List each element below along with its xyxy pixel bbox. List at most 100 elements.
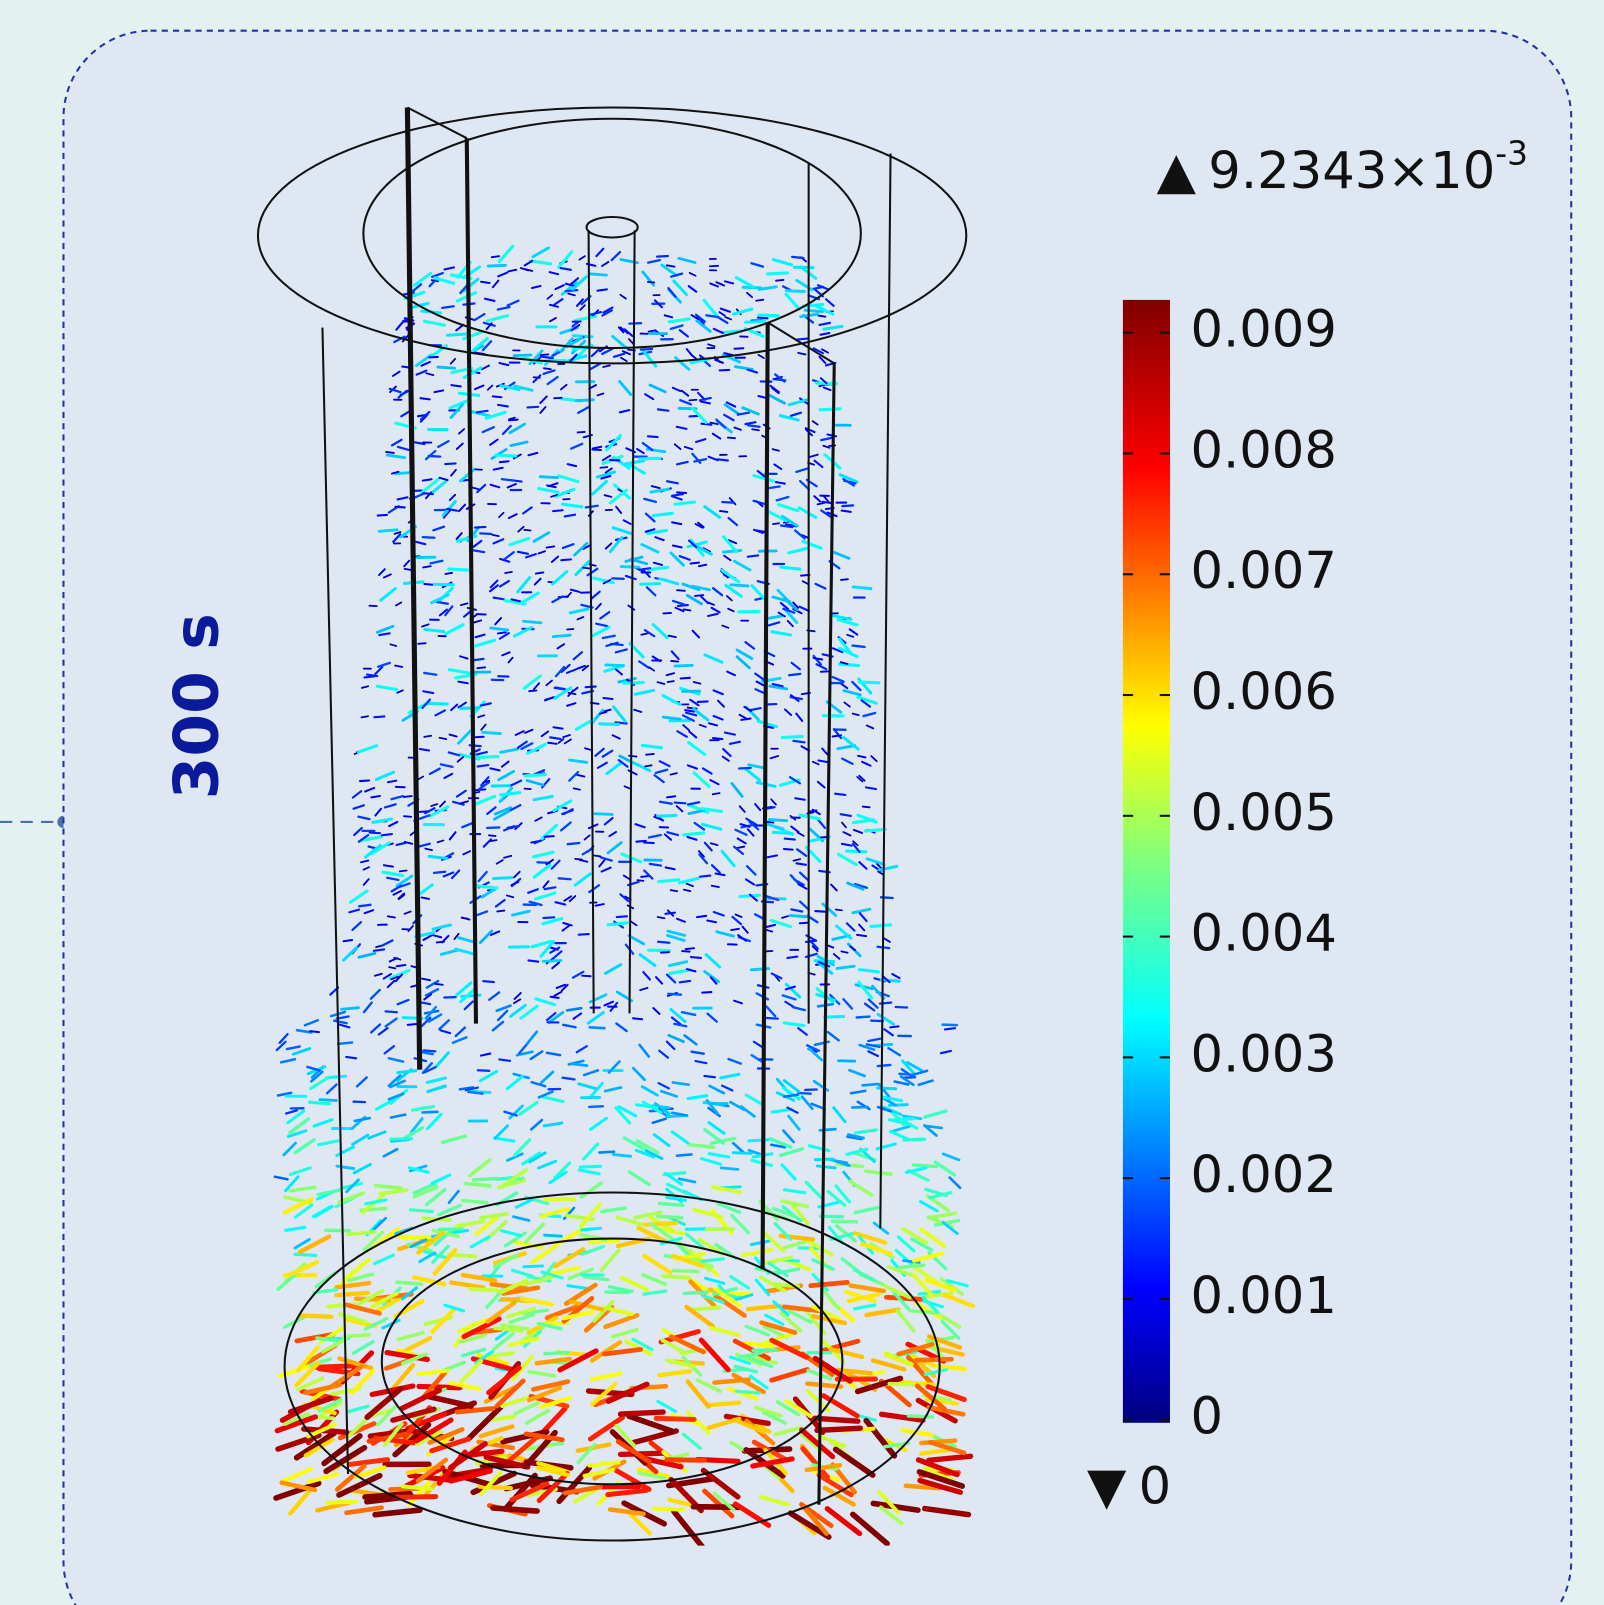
arrow: [619, 293, 627, 300]
arrow: [458, 428, 466, 435]
arrow: [378, 632, 391, 637]
arrow: [587, 1460, 621, 1468]
arrow: [532, 863, 552, 879]
arrow: [784, 985, 796, 991]
arrow: [700, 1257, 726, 1263]
arrow: [649, 1222, 674, 1241]
tick-label: 0.002: [1190, 1146, 1336, 1205]
arrow: [851, 712, 860, 717]
arrow: [638, 660, 650, 669]
arrow: [690, 1305, 722, 1312]
arrow: [449, 403, 464, 420]
arrow: [491, 395, 503, 399]
arrow: [870, 1358, 907, 1372]
arrow: [601, 309, 613, 317]
arrow: [615, 915, 629, 919]
arrow: [505, 894, 515, 899]
arrow: [820, 436, 834, 442]
arrow: [498, 511, 505, 519]
arrow: [578, 858, 589, 863]
arrow: [695, 319, 712, 333]
arrow: [423, 1250, 447, 1260]
arrow: [903, 1483, 942, 1491]
arrow: [693, 458, 708, 463]
arrow: [775, 278, 785, 282]
arrow: [382, 973, 392, 980]
arrow: [599, 1248, 621, 1273]
arrow: [489, 438, 499, 446]
arrow: [739, 823, 751, 828]
arrow: [678, 979, 692, 984]
arrow: [671, 599, 686, 606]
arrow: [458, 1333, 488, 1344]
arrow: [690, 1050, 705, 1055]
wall: [321, 327, 350, 1475]
arrow: [480, 723, 487, 731]
arrow: [282, 1197, 315, 1215]
baffle: [464, 138, 479, 1024]
arrow: [497, 244, 515, 264]
arrow: [638, 567, 652, 571]
arrow: [450, 468, 457, 477]
arrow: [493, 1253, 519, 1269]
arrow: [523, 1275, 553, 1287]
arrow: [447, 567, 471, 572]
arrow: [659, 1236, 683, 1246]
arrow: [323, 1444, 368, 1475]
arrow: [421, 535, 436, 539]
arrow: [886, 1264, 916, 1278]
arrow: [581, 664, 590, 672]
arrow: [544, 1303, 583, 1321]
arrow: [778, 414, 800, 422]
arrow: [351, 1339, 375, 1355]
arrow: [832, 1106, 847, 1124]
velocity-arrows: [273, 244, 975, 1546]
arrow: [444, 623, 465, 636]
arrow: [915, 1457, 960, 1478]
arrow: [591, 479, 608, 496]
arrow: [770, 798, 777, 806]
arrow: [578, 1164, 603, 1169]
arrow: [426, 1084, 447, 1093]
arrow: [346, 1415, 371, 1438]
arrow: [798, 871, 810, 882]
arrow: [413, 1417, 454, 1444]
arrow: [474, 1350, 494, 1365]
arrow: [781, 994, 797, 1001]
arrow: [625, 1509, 652, 1536]
arrow: [580, 1226, 603, 1232]
arrow: [495, 859, 504, 865]
arrow: [782, 607, 796, 614]
arrow: [369, 988, 381, 1000]
arrow: [801, 580, 810, 586]
arrow: [456, 729, 473, 745]
arrow: [682, 1290, 709, 1296]
arrow: [784, 292, 801, 311]
arrow: [795, 862, 808, 866]
arrow: [537, 1159, 558, 1170]
arrow: [651, 1506, 685, 1512]
arrow: [448, 1441, 488, 1471]
tick-label: 0.009: [1190, 301, 1336, 360]
arrow: [617, 1409, 666, 1417]
arrow: [607, 1507, 646, 1517]
arrow: [685, 1379, 711, 1409]
arrow: [530, 1080, 547, 1088]
arrow: [309, 1030, 320, 1034]
arrow: [390, 975, 399, 981]
arrow: [512, 353, 533, 358]
arrow: [737, 934, 748, 942]
arrow: [431, 271, 444, 278]
arrow: [638, 456, 662, 461]
arrow: [428, 767, 441, 776]
arrow: [293, 1430, 337, 1461]
arrow: [834, 908, 843, 912]
arrow: [811, 1272, 829, 1292]
arrow: [463, 1181, 492, 1188]
arrow: [813, 459, 824, 469]
arrow: [574, 717, 595, 731]
arrow: [676, 491, 688, 495]
arrow: [735, 648, 754, 660]
arrow: [721, 755, 730, 762]
arrow: [854, 1375, 904, 1395]
